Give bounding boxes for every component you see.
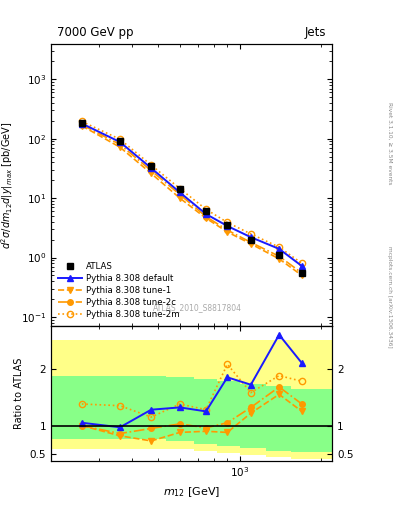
Pythia 8.308 tune-1 bbox=[204, 215, 208, 221]
ATLAS bbox=[299, 270, 304, 276]
Pythia 8.308 tune-2c bbox=[277, 253, 281, 260]
Pythia 8.308 tune-1 bbox=[225, 229, 230, 235]
Pythia 8.308 default bbox=[178, 189, 182, 196]
ATLAS bbox=[79, 120, 84, 126]
Line: Pythia 8.308 default: Pythia 8.308 default bbox=[79, 120, 305, 269]
Pythia 8.308 default bbox=[277, 246, 281, 252]
Pythia 8.308 tune-2c bbox=[118, 141, 122, 147]
Pythia 8.308 default bbox=[149, 165, 154, 171]
X-axis label: $m_{12}$ [GeV]: $m_{12}$ [GeV] bbox=[163, 485, 220, 499]
Pythia 8.308 tune-2c bbox=[149, 167, 154, 174]
Line: ATLAS: ATLAS bbox=[78, 119, 305, 276]
Pythia 8.308 tune-1 bbox=[277, 256, 281, 262]
ATLAS bbox=[225, 221, 230, 227]
Pythia 8.308 tune-2m bbox=[299, 260, 304, 266]
ATLAS bbox=[204, 208, 208, 215]
Legend: ATLAS, Pythia 8.308 default, Pythia 8.308 tune-1, Pythia 8.308 tune-2c, Pythia 8: ATLAS, Pythia 8.308 default, Pythia 8.30… bbox=[55, 260, 183, 322]
Pythia 8.308 tune-2m bbox=[248, 231, 253, 237]
Pythia 8.308 tune-2c bbox=[248, 239, 253, 245]
ATLAS bbox=[277, 252, 281, 258]
Pythia 8.308 tune-1 bbox=[118, 144, 122, 150]
Pythia 8.308 tune-2c bbox=[299, 270, 304, 276]
Pythia 8.308 tune-2m bbox=[225, 219, 230, 225]
Pythia 8.308 tune-1 bbox=[149, 170, 154, 177]
Pythia 8.308 default bbox=[299, 263, 304, 269]
Pythia 8.308 tune-1 bbox=[79, 123, 84, 129]
Pythia 8.308 tune-1 bbox=[299, 272, 304, 279]
Line: Pythia 8.308 tune-2m: Pythia 8.308 tune-2m bbox=[79, 118, 305, 266]
Pythia 8.308 tune-1 bbox=[178, 195, 182, 201]
ATLAS bbox=[149, 163, 154, 169]
ATLAS bbox=[118, 138, 122, 144]
Pythia 8.308 default bbox=[118, 139, 122, 145]
Pythia 8.308 default bbox=[248, 234, 253, 240]
ATLAS bbox=[248, 237, 253, 243]
Text: mcplots.cern.ch [arXiv:1306.3436]: mcplots.cern.ch [arXiv:1306.3436] bbox=[387, 246, 392, 348]
Pythia 8.308 tune-2c bbox=[204, 214, 208, 220]
Pythia 8.308 tune-1 bbox=[248, 241, 253, 247]
Text: Jets: Jets bbox=[305, 26, 327, 39]
Text: Rivet 3.1.10, ≥ 3.5M events: Rivet 3.1.10, ≥ 3.5M events bbox=[387, 102, 392, 185]
Pythia 8.308 tune-2m bbox=[149, 162, 154, 168]
Y-axis label: $d^2\sigma/dm_{12}d|y|_{max}$ [pb/GeV]: $d^2\sigma/dm_{12}d|y|_{max}$ [pb/GeV] bbox=[0, 121, 15, 248]
Pythia 8.308 tune-2c bbox=[79, 122, 84, 128]
Pythia 8.308 default bbox=[204, 211, 208, 217]
Pythia 8.308 tune-2m bbox=[79, 118, 84, 124]
Line: Pythia 8.308 tune-2c: Pythia 8.308 tune-2c bbox=[79, 122, 305, 276]
Pythia 8.308 tune-2c bbox=[178, 191, 182, 198]
Text: 7000 GeV pp: 7000 GeV pp bbox=[57, 26, 133, 39]
Pythia 8.308 tune-2m bbox=[204, 206, 208, 212]
Y-axis label: Ratio to ATLAS: Ratio to ATLAS bbox=[14, 358, 24, 429]
Pythia 8.308 tune-2m bbox=[277, 244, 281, 250]
Text: ATLAS_2010_S8817804: ATLAS_2010_S8817804 bbox=[153, 303, 242, 312]
Pythia 8.308 tune-2c bbox=[225, 227, 230, 233]
Pythia 8.308 default bbox=[79, 120, 84, 126]
Pythia 8.308 tune-2m bbox=[118, 136, 122, 142]
ATLAS bbox=[178, 186, 182, 193]
Pythia 8.308 tune-2m bbox=[178, 185, 182, 191]
Line: Pythia 8.308 tune-1: Pythia 8.308 tune-1 bbox=[79, 123, 305, 278]
Pythia 8.308 default bbox=[225, 223, 230, 229]
